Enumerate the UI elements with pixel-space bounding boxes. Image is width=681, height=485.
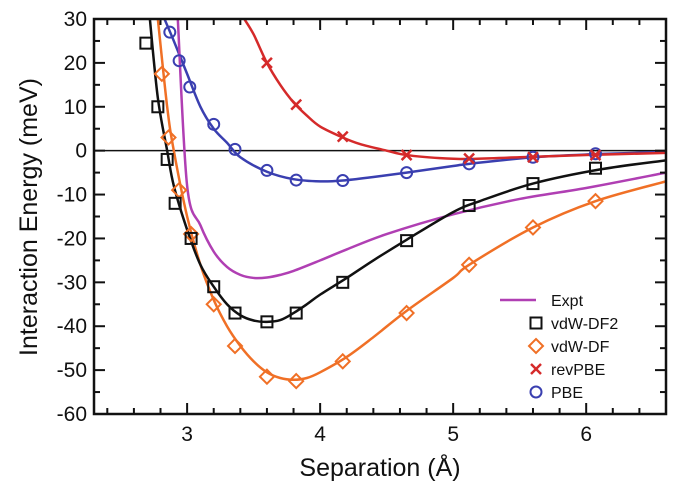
axis-tick-labels: 3 4 5 6 30 20 10 0 -10 -20 -30 -40 -50 -60 [57,8,592,446]
data-point-vdw-df [226,337,244,355]
y-tick-label: -60 [57,403,87,426]
x-tick-label: 5 [447,423,459,446]
data-point-revpbe [463,152,476,165]
legend-label-vdw-df2: vdW-DF2 [551,316,618,333]
data-point-vdw-df [182,225,200,243]
data-point-revpbe [290,98,303,111]
data-point-revpbe [400,149,413,161]
y-tick-label: -20 [57,227,87,250]
y-tick-label: 0 [75,140,87,163]
data-point-vdw-df2 [184,231,198,245]
data-point-pbe [172,54,186,68]
y-axis-title: Interaction Energy (meV) [15,78,43,356]
data-point-vdw-df2 [151,100,165,114]
data-point-vdw-df2 [400,234,414,248]
y-tick-label: -10 [57,184,87,207]
data-point-revpbe [527,151,539,164]
x-tick-label: 6 [580,423,592,446]
series-line-revpbe [243,19,666,161]
data-point-vdw-df [334,352,352,370]
legend-label-pbe: PBE [551,385,583,402]
data-point-vdw-df [205,295,223,313]
series-line-expt [176,19,666,280]
data-point-revpbe [589,149,602,161]
data-point-vdw-df2 [160,152,174,166]
data-point-pbe [228,142,242,156]
data-point-vdw-df [258,368,276,386]
y-tick-label: -40 [57,315,87,338]
data-point-pbe [588,147,602,161]
data-point-revpbe [261,57,273,69]
x-axis-title: Separation (Å) [299,452,460,482]
data-point-pbe [260,163,274,177]
legend-swatch-pbe [529,385,543,399]
data-point-vdw-df2 [462,199,476,213]
data-point-pbe [336,174,350,188]
data-point-vdw-df [287,372,305,390]
y-tick-label: 30 [64,8,87,31]
data-point-vdw-df2 [139,36,153,50]
y-tick-label: -50 [57,359,87,382]
legend-label-expt: Expt [551,293,584,310]
legend: Expt vdW-DF2 vdW-DF revPBE PBE [500,293,618,402]
legend-swatch-vdw-df [527,337,545,355]
data-point-pbe [289,173,303,187]
data-point-vdw-df2 [168,196,182,210]
y-tick-label: 10 [64,96,87,119]
data-point-vdw-df2 [336,275,350,289]
legend-label-vdw-df: vdW-DF [551,339,610,356]
x-tick-label: 4 [314,423,326,446]
data-point-vdw-df [398,304,416,322]
data-point-vdw-df2 [526,177,540,191]
data-point-pbe [163,25,177,39]
data-point-pbe [183,80,197,94]
data-point-vdw-df2 [207,280,221,294]
data-point-vdw-df [524,219,542,236]
axis-ticks [94,18,667,415]
series-line-pbe [163,19,666,183]
data-point-vdw-df [160,129,177,146]
data-point-vdw-df2 [588,161,602,175]
data-point-pbe [207,117,221,131]
data-point-vdw-df2 [228,306,242,320]
data-point-vdw-df [460,256,478,274]
data-point-pbe [526,150,540,164]
series-line-vdw-df2 [148,19,666,324]
legend-swatch-vdw-df2 [529,316,543,330]
y-tick-label: 20 [64,52,87,75]
y-tick-label: -30 [57,271,87,294]
series-line-vdw-df [156,19,666,382]
data-point-revpbe [336,130,349,143]
legend-label-revpbe: revPBE [551,362,605,379]
data-point-vdw-df [587,192,604,210]
data-point-vdw-df2 [289,306,303,320]
x-tick-label: 3 [181,423,193,446]
legend-swatch-revpbe [530,363,542,375]
data-point-pbe [400,166,414,180]
series-markers [139,25,604,390]
data-point-vdw-df [153,65,171,83]
series-curves [148,19,666,382]
data-point-vdw-df2 [260,315,274,329]
